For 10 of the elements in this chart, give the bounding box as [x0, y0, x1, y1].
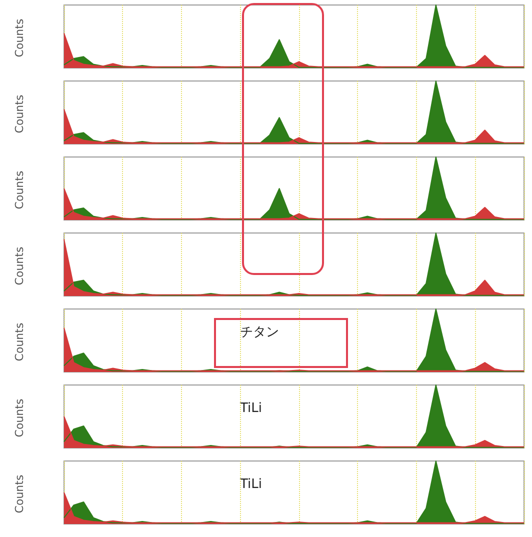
annotation: TiLi [239, 477, 262, 492]
y-axis-title: Counts [13, 18, 26, 58]
annotation: TiLi [239, 401, 262, 416]
y-axis-title: Counts [13, 94, 26, 134]
y-axis-title: Counts [13, 398, 26, 438]
y-axis-title: Counts [13, 246, 26, 286]
y-axis-title: Counts [13, 322, 26, 362]
y-axis-title: Counts [13, 170, 26, 210]
y-axis-title: Counts [13, 474, 26, 514]
annotation: チタン [240, 325, 279, 340]
